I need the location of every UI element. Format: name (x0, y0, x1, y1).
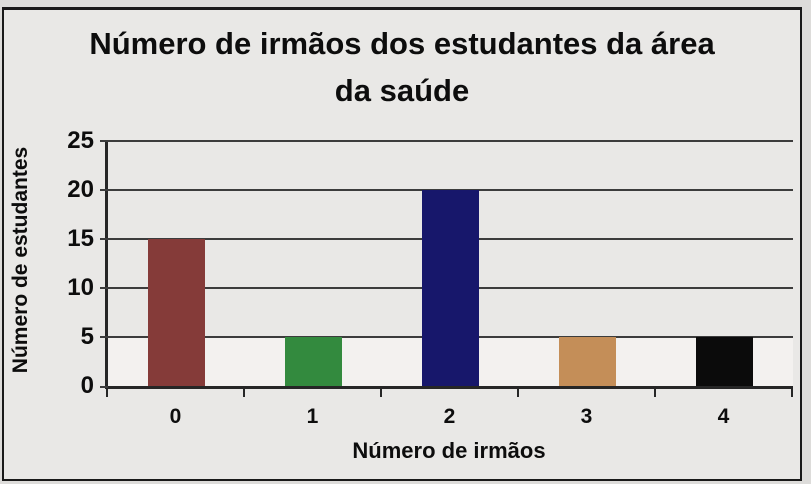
x-axis-tick-4 (654, 389, 656, 397)
y-tick-label-20: 20 (67, 176, 94, 203)
bar-2 (422, 190, 479, 386)
bar-4 (696, 337, 753, 386)
bar-3 (559, 337, 616, 386)
plot-area (100, 140, 793, 389)
x-axis-tick-2 (380, 389, 382, 397)
x-tick-label-1: 1 (306, 405, 319, 428)
x-tick-label-2: 2 (443, 405, 456, 428)
x-axis-tick-1 (243, 389, 245, 397)
x-axis-title: Número de irmãos (352, 438, 546, 463)
y-tick-label-15: 15 (67, 225, 94, 252)
y-tick-label-0: 0 (80, 372, 94, 399)
y-tick-label-5: 5 (80, 323, 94, 350)
x-tick-label-4: 4 (717, 405, 730, 428)
y-tick-label-10: 10 (67, 274, 94, 301)
bar-0 (148, 239, 205, 386)
chart-title: Número de irmãos dos estudantes da área … (89, 26, 715, 108)
gridline-25 (100, 140, 793, 142)
x-axis-tick-5 (791, 389, 793, 397)
bar-1 (285, 337, 342, 386)
chart-figure: Número de irmãos dos estudantes da área … (2, 7, 802, 481)
x-axis-tick-3 (517, 389, 519, 397)
x-axis-tick-0 (106, 389, 108, 397)
x-tick-label-3: 3 (580, 405, 593, 428)
x-tick-label-0: 0 (169, 405, 182, 428)
y-axis-title: Número de estudantes (9, 146, 32, 374)
y-axis-tick-0 (100, 386, 108, 388)
y-tick-label-25: 25 (67, 127, 94, 154)
